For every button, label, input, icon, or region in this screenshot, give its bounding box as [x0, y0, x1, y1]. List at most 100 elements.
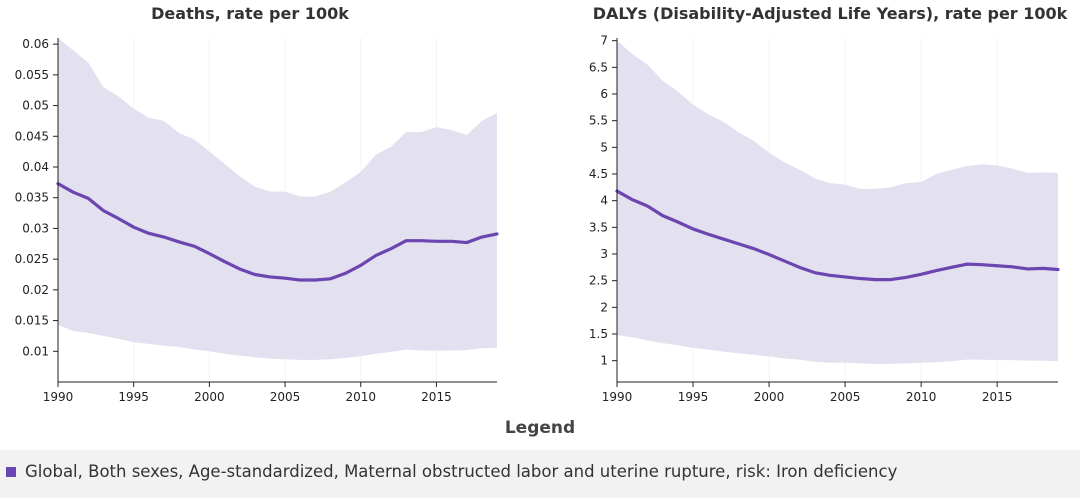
charts-area: Deaths, rate per 100k 0.01 0.015 0.02 0.025… [0, 0, 1080, 415]
y-tick-label: 4.5 [589, 167, 608, 181]
y-tick-label: 6.5 [589, 60, 608, 74]
data-point [1011, 265, 1014, 268]
data-point [874, 278, 877, 281]
data-point [420, 239, 423, 242]
data-point [314, 279, 317, 282]
legend-item[interactable]: Global, Both sexes, Age-standardized, Ma… [6, 462, 897, 481]
data-point [405, 239, 408, 242]
data-point [783, 260, 786, 263]
y-tick-label: 0.01 [22, 344, 49, 358]
data-point [1057, 268, 1060, 271]
data-point [435, 240, 438, 243]
x-tick-label: 2010 [906, 390, 937, 404]
deaths-chart: Deaths, rate per 100k 0.01 0.015 0.02 0.025… [0, 0, 540, 415]
y-tick-label: 0.015 [15, 314, 49, 328]
y-tick-label: 3 [600, 247, 608, 261]
data-point [813, 271, 816, 274]
x-tick-label: 2015 [982, 390, 1013, 404]
y-tick-label: 2 [600, 300, 608, 314]
data-point [359, 264, 362, 267]
data-point [905, 276, 908, 279]
data-point [737, 242, 740, 245]
data-point [390, 247, 393, 250]
data-point [465, 241, 468, 244]
data-point [284, 277, 287, 280]
data-point [676, 221, 679, 224]
data-point [965, 263, 968, 266]
data-point [87, 197, 90, 200]
data-point [117, 217, 120, 220]
deaths-plot: 0.01 0.015 0.02 0.025 0.03 0.035 0.04 0.045 0.05… [15, 37, 499, 404]
y-tick-label: 0.06 [22, 37, 49, 51]
x-tick-label: 1990 [43, 390, 74, 404]
data-point [828, 274, 831, 277]
y-tick-label: 2.5 [589, 274, 608, 288]
x-tick-label: 1995 [118, 390, 149, 404]
data-point [722, 238, 725, 241]
y-tick-label: 1 [600, 354, 608, 368]
y-tick-label: 0.045 [15, 129, 49, 143]
data-point [692, 228, 695, 231]
data-point [193, 245, 196, 248]
data-point [238, 268, 241, 271]
y-tick-label: 5.5 [589, 114, 608, 128]
data-point [1026, 268, 1029, 271]
data-point [752, 247, 755, 250]
data-point [996, 264, 999, 267]
data-point [344, 272, 347, 275]
data-point [299, 279, 302, 282]
data-point [102, 209, 105, 212]
data-point [208, 252, 211, 255]
x-tick-label: 2010 [345, 390, 376, 404]
y-tick-label: 0.03 [22, 221, 49, 235]
x-tick-label: 2005 [830, 390, 861, 404]
deaths-chart-title: Deaths, rate per 100k [151, 4, 349, 23]
data-point [631, 198, 634, 201]
data-point [253, 273, 256, 276]
x-tick-label: 2005 [270, 390, 301, 404]
dalys-chart-title: DALYs (Disability-Adjusted Life Years), … [592, 4, 1068, 23]
uncertainty-band [58, 38, 497, 360]
legend-bar: Global, Both sexes, Age-standardized, Ma… [0, 450, 1080, 498]
y-tick-label: 0.04 [22, 160, 49, 174]
data-point [163, 236, 166, 239]
dalys-chart: DALYs (Disability-Adjusted Life Years), … [540, 0, 1080, 415]
data-point [920, 273, 923, 276]
data-point [798, 266, 801, 269]
y-tick-label: 0.055 [15, 68, 49, 82]
data-point [981, 263, 984, 266]
data-point [1041, 267, 1044, 270]
dalys-plot: 1 1.5 2 2.5 3 3.5 4 4.5 5 5.5 6 6.5 7 1990 1995 2000 200… [589, 34, 1060, 404]
legend-title: Legend [504, 418, 576, 438]
legend-swatch-square-icon [6, 466, 16, 477]
data-point [496, 233, 499, 236]
y-tick-label: 3.5 [589, 220, 608, 234]
data-point [450, 240, 453, 243]
x-tick-label: 2015 [421, 390, 452, 404]
x-tick-label: 2000 [754, 390, 785, 404]
data-point [889, 278, 892, 281]
data-point [707, 233, 710, 236]
data-point [950, 266, 953, 269]
data-point [132, 226, 135, 229]
data-point [374, 254, 377, 257]
data-point [329, 277, 332, 280]
y-tick-label: 0.05 [22, 99, 49, 113]
data-point [935, 269, 938, 272]
uncertainty-band [617, 40, 1058, 364]
data-point [646, 205, 649, 208]
data-point [661, 214, 664, 217]
y-tick-label: 7 [600, 34, 608, 48]
y-tick-label: 4 [600, 194, 608, 208]
legend-item-label: Global, Both sexes, Age-standardized, Ma… [25, 462, 898, 481]
series-line [56, 181, 499, 282]
series-line [615, 189, 1060, 282]
data-point [859, 277, 862, 280]
x-tick-label: 2000 [194, 390, 225, 404]
data-point [480, 236, 483, 239]
y-tick-label: 0.035 [15, 191, 49, 205]
x-tick-label: 1990 [602, 390, 633, 404]
data-point [223, 260, 226, 263]
y-tick-label: 0.025 [15, 252, 49, 266]
data-point [178, 241, 181, 244]
